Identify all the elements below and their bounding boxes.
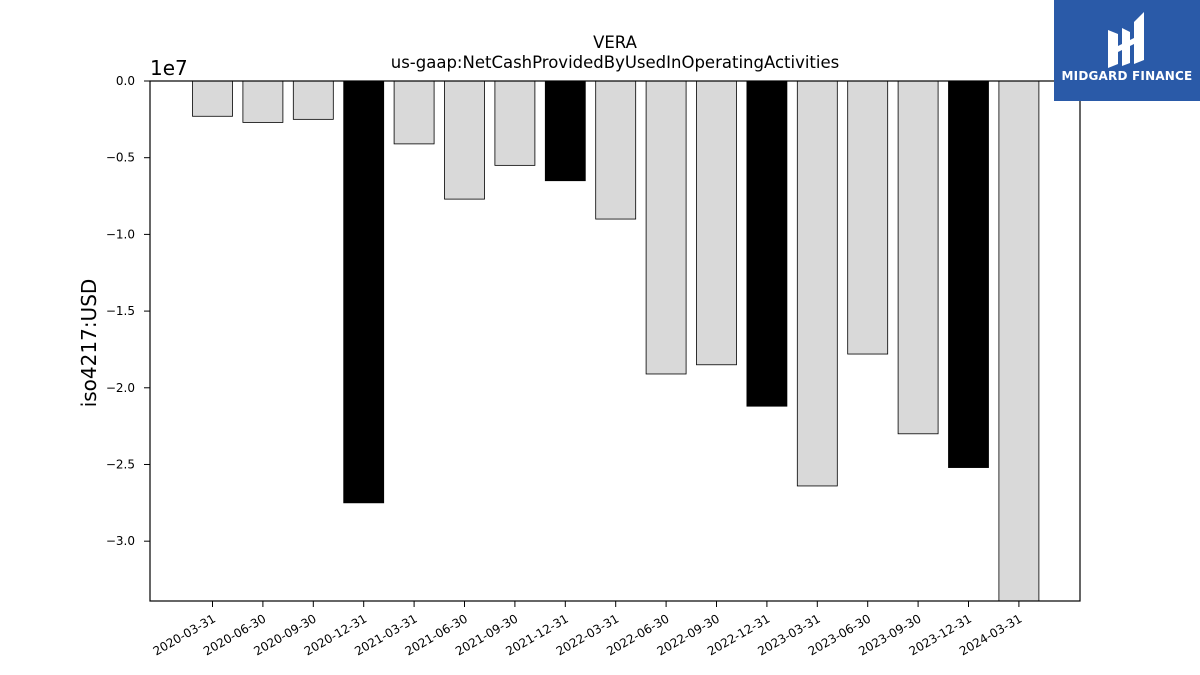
y-tick-label: −2.5 [106,457,135,471]
midgard-logo-icon [1108,12,1144,68]
chart-subtitle: us-gaap:NetCashProvidedByUsedInOperating… [391,53,839,72]
y-ticks-group: 0.0 −0.5 −1.0 −1.5 −2.0 −2.5 −3.0 [106,74,150,548]
bar-2022-09-30 [696,80,737,366]
y-tick-label: −2.0 [106,381,135,395]
bar-2020-12-31 [343,80,385,504]
bar-2023-03-31 [796,80,838,487]
bar-2021-09-30 [494,80,536,166]
brand-name: MIDGARD FINANCE [1061,69,1193,83]
bar-2021-12-31 [544,80,586,182]
bar-2023-12-31 [948,80,989,468]
bar-2023-06-30 [847,80,889,355]
x-ticks-group: 2020-03-312020-06-302020-09-302020-12-31… [151,601,1024,658]
bar-2020-03-31 [192,80,233,117]
bars-group [192,80,1040,602]
chart-title: VERA [593,33,638,52]
bar-2020-06-30 [242,80,284,123]
bar-2021-03-31 [393,80,435,145]
y-offset-label: 1e7 [150,56,188,80]
plot-frame [149,80,1081,602]
bar-2020-09-30 [292,80,334,120]
bar-2022-03-31 [595,80,637,220]
y-tick-label: 0.0 [116,74,135,88]
bar-2022-12-31 [746,80,788,407]
y-tick-label: −3.0 [106,534,135,548]
bar-2022-06-30 [645,80,687,375]
y-tick-label: −1.5 [106,304,135,318]
brand-logo: MIDGARD FINANCE [1054,0,1200,101]
bar-2024-03-31 [998,80,1040,602]
y-tick-label: −1.0 [106,227,135,241]
bar-2023-09-30 [897,80,939,435]
y-axis-label: iso4217:USD [77,279,101,408]
bar-2021-06-30 [444,80,485,200]
y-tick-label: −0.5 [106,151,135,165]
